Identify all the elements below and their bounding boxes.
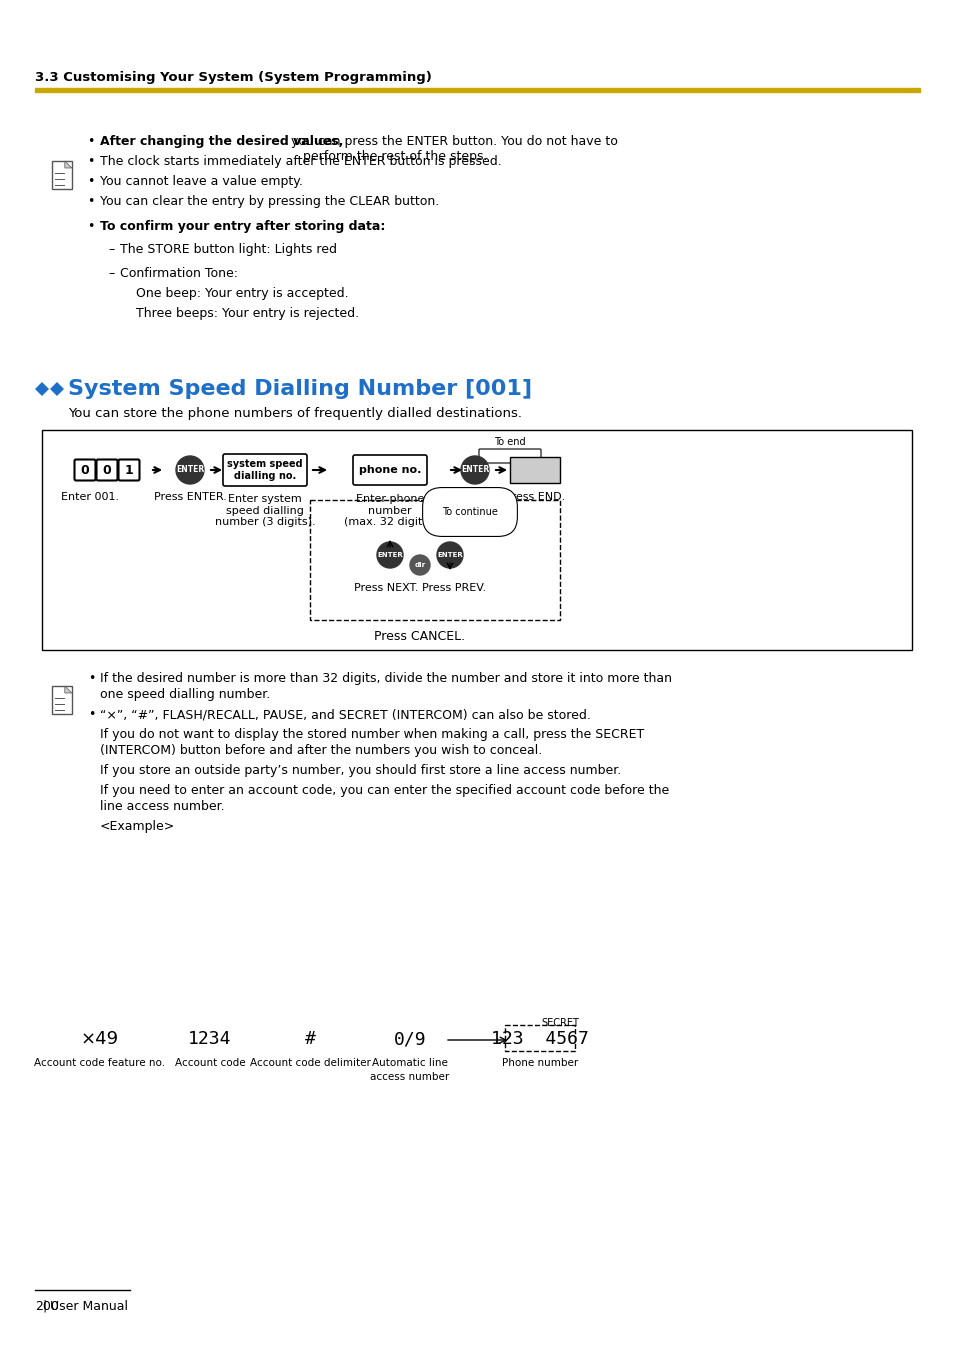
Text: Account code delimiter: Account code delimiter <box>250 1058 370 1069</box>
FancyBboxPatch shape <box>353 455 427 485</box>
FancyBboxPatch shape <box>223 454 307 486</box>
FancyBboxPatch shape <box>74 459 95 481</box>
Circle shape <box>436 542 462 567</box>
Text: ×49: ×49 <box>81 1029 119 1048</box>
Text: ENTER: ENTER <box>376 553 402 558</box>
Text: •: • <box>88 155 99 168</box>
Text: <Example>: <Example> <box>100 820 175 834</box>
Text: Enter 001.: Enter 001. <box>61 492 119 503</box>
Text: Automatic line: Automatic line <box>372 1058 448 1069</box>
Polygon shape <box>65 686 71 693</box>
Bar <box>310 500 559 620</box>
Text: •: • <box>88 176 99 188</box>
Text: Confirmation Tone:: Confirmation Tone: <box>120 267 237 280</box>
Text: If you do not want to display the stored number when making a call, press the SE: If you do not want to display the stored… <box>100 728 643 740</box>
Text: 3.3 Customising Your System (System Programming): 3.3 Customising Your System (System Prog… <box>35 72 432 85</box>
Text: –: – <box>108 243 114 255</box>
Text: If the desired number is more than 32 digits, divide the number and store it int: If the desired number is more than 32 di… <box>100 671 671 685</box>
Text: To confirm your entry after storing data:: To confirm your entry after storing data… <box>100 220 385 232</box>
Text: Press ENTER.: Press ENTER. <box>438 492 511 503</box>
Text: you can press the ENTER button. You do not have to
    perform the rest of the s: you can press the ENTER button. You do n… <box>287 135 618 163</box>
Polygon shape <box>65 161 71 168</box>
Text: Press END.: Press END. <box>504 492 564 503</box>
Text: To end: To end <box>494 436 525 447</box>
Text: line access number.: line access number. <box>100 800 224 813</box>
Text: 200: 200 <box>35 1300 59 1313</box>
FancyBboxPatch shape <box>118 459 139 481</box>
Text: Three beeps: Your entry is rejected.: Three beeps: Your entry is rejected. <box>120 307 358 320</box>
Text: SECRET: SECRET <box>540 1019 578 1028</box>
Text: ENTER: ENTER <box>436 553 462 558</box>
Text: 1234: 1234 <box>188 1029 232 1048</box>
Text: You cannot leave a value empty.: You cannot leave a value empty. <box>100 176 302 188</box>
Text: The clock starts immediately after the ENTER button is pressed.: The clock starts immediately after the E… <box>100 155 501 168</box>
Bar <box>510 457 559 484</box>
Bar <box>504 1025 575 1051</box>
Text: Enter phone
number
(max. 32 digits).: Enter phone number (max. 32 digits). <box>344 494 436 527</box>
Text: 0/9: 0/9 <box>394 1029 426 1048</box>
Text: dir: dir <box>414 562 425 567</box>
Text: Press CANCEL.: Press CANCEL. <box>374 630 465 643</box>
Circle shape <box>376 542 402 567</box>
Text: •: • <box>88 135 99 149</box>
Text: •: • <box>88 195 99 208</box>
Text: |: | <box>42 1300 46 1313</box>
Text: phone no.: phone no. <box>358 465 420 476</box>
Text: You can store the phone numbers of frequently dialled destinations.: You can store the phone numbers of frequ… <box>68 407 521 420</box>
Text: –: – <box>108 267 114 280</box>
Text: User Manual: User Manual <box>50 1300 128 1313</box>
Text: You can clear the entry by pressing the CLEAR button.: You can clear the entry by pressing the … <box>100 195 438 208</box>
Circle shape <box>410 555 430 576</box>
Text: After changing the desired values,: After changing the desired values, <box>100 135 343 149</box>
Text: Phone number: Phone number <box>501 1058 578 1069</box>
Circle shape <box>175 457 204 484</box>
Bar <box>42 430 911 650</box>
Text: 0: 0 <box>103 463 112 477</box>
Text: 123  4567: 123 4567 <box>491 1029 588 1048</box>
Text: If you store an outside party’s number, you should first store a line access num: If you store an outside party’s number, … <box>100 765 620 777</box>
FancyBboxPatch shape <box>96 459 117 481</box>
Polygon shape <box>50 382 64 396</box>
Text: system speed
dialling no.: system speed dialling no. <box>227 459 302 481</box>
Polygon shape <box>35 382 49 396</box>
Text: Enter system
speed dialling
number (3 digits).: Enter system speed dialling number (3 di… <box>214 494 315 527</box>
Bar <box>35 88 919 92</box>
Text: Account code: Account code <box>174 1058 245 1069</box>
Text: Account code feature no.: Account code feature no. <box>34 1058 166 1069</box>
Text: (INTERCOM) button before and after the numbers you wish to conceal.: (INTERCOM) button before and after the n… <box>100 744 541 757</box>
Text: Press ENTER.: Press ENTER. <box>153 492 226 503</box>
Text: System Speed Dialling Number [001]: System Speed Dialling Number [001] <box>68 380 532 399</box>
Text: •: • <box>88 220 99 232</box>
Text: #: # <box>304 1029 315 1048</box>
Text: “×”, “#”, FLASH/RECALL, PAUSE, and SECRET (INTERCOM) can also be stored.: “×”, “#”, FLASH/RECALL, PAUSE, and SECRE… <box>100 708 590 721</box>
Text: The STORE button light: Lights red: The STORE button light: Lights red <box>120 243 336 255</box>
Text: ENTER: ENTER <box>460 466 489 474</box>
Text: If you need to enter an account code, you can enter the specified account code b: If you need to enter an account code, yo… <box>100 784 669 797</box>
FancyBboxPatch shape <box>52 161 71 189</box>
FancyBboxPatch shape <box>52 686 71 713</box>
Text: Press NEXT. Press PREV.: Press NEXT. Press PREV. <box>354 584 485 593</box>
Text: 0: 0 <box>81 463 90 477</box>
Text: •: • <box>88 708 95 721</box>
Text: access number: access number <box>370 1071 449 1082</box>
Text: ENTER: ENTER <box>175 466 204 474</box>
FancyBboxPatch shape <box>478 449 540 463</box>
Text: •: • <box>88 671 95 685</box>
Text: one speed dialling number.: one speed dialling number. <box>100 688 270 701</box>
Text: 1: 1 <box>125 463 133 477</box>
Text: To continue: To continue <box>441 507 497 517</box>
Text: One beep: Your entry is accepted.: One beep: Your entry is accepted. <box>120 286 348 300</box>
Circle shape <box>460 457 489 484</box>
